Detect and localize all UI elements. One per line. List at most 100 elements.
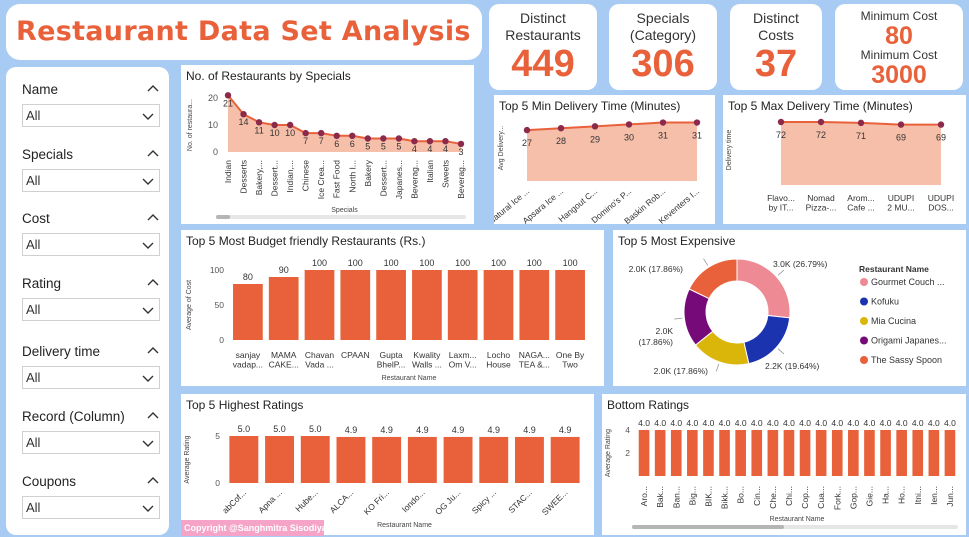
y-axis-title: No. of restaura... <box>187 99 194 151</box>
data-label: 28 <box>556 136 566 146</box>
chevron-down-icon[interactable] <box>141 305 155 315</box>
data-label: 11 <box>254 125 263 135</box>
filter-specials[interactable]: Specials All <box>22 145 160 192</box>
bar <box>864 430 875 476</box>
filter-rating[interactable]: Rating All <box>22 274 160 321</box>
data-point <box>255 119 263 126</box>
data-point <box>411 138 418 145</box>
data-point <box>625 121 633 128</box>
chart-title: Top 5 Most Expensive <box>618 234 736 248</box>
bar <box>735 430 746 476</box>
filter-delivery-time[interactable]: Delivery time All <box>22 342 160 389</box>
legend-marker <box>860 336 868 345</box>
kpi-specials: Specials (Category) 306 <box>609 4 717 90</box>
chart-title: Top 5 Highest Ratings <box>186 398 304 412</box>
chevron-up-icon[interactable] <box>146 411 160 421</box>
data-label: 10 <box>285 128 295 138</box>
x-tick-label: Gie... <box>864 486 874 506</box>
x-tick-label: Jun... <box>945 486 955 507</box>
x-tick-label: Fast Food <box>332 160 342 199</box>
filter-cost[interactable]: Cost All <box>22 209 160 256</box>
y-tick-label: 0 <box>219 335 224 345</box>
chevron-up-icon[interactable] <box>146 346 160 356</box>
legend-marker <box>860 297 868 306</box>
data-label: 3 <box>458 147 463 157</box>
filter-header[interactable]: Rating <box>22 274 160 292</box>
y-tick-label: 50 <box>215 300 225 310</box>
filter-dropdown[interactable]: All <box>22 496 160 519</box>
x-tick-label: Ban... <box>671 486 681 508</box>
kpi-label: Distinct Restaurants <box>505 10 581 43</box>
filter-coupons[interactable]: Coupons All <box>22 472 160 519</box>
area-fill <box>527 122 697 181</box>
x-tick-label: londo... <box>400 487 427 514</box>
x-tick-label: North I... <box>347 160 357 193</box>
filter-name[interactable]: Name All <box>22 80 160 127</box>
filter-header[interactable]: Cost <box>22 209 160 227</box>
filter-dropdown[interactable]: All <box>22 431 160 454</box>
x-tick-label: Aro... <box>639 486 649 506</box>
x-tick-label: One By Two <box>556 350 585 370</box>
bar <box>799 430 811 476</box>
chevron-up-icon[interactable] <box>146 213 160 223</box>
leader-line <box>674 317 683 320</box>
chevron-up-icon[interactable] <box>146 149 160 159</box>
data-point <box>523 126 531 134</box>
bar <box>687 430 698 476</box>
data-label: 5.0 <box>273 424 286 434</box>
filter-dropdown[interactable]: All <box>22 233 160 256</box>
data-point <box>659 119 667 126</box>
x-axis-title: Specials <box>331 207 358 214</box>
filter-header[interactable]: Delivery time <box>22 342 160 360</box>
x-tick-label: NAGA... TEA &... <box>519 350 550 370</box>
data-label: 100 <box>419 258 434 268</box>
bar <box>336 436 366 483</box>
x-tick-label: Cop... <box>800 486 810 509</box>
x-tick-label: Indian <box>223 160 233 183</box>
filter-dropdown[interactable]: All <box>22 169 160 192</box>
data-label: 4 <box>443 144 448 154</box>
chevron-up-icon[interactable] <box>146 278 160 288</box>
data-label: 4 <box>412 144 417 154</box>
chevron-up-icon[interactable] <box>146 84 160 94</box>
chevron-down-icon[interactable] <box>141 503 155 513</box>
data-label: 100 <box>563 258 578 268</box>
data-point <box>777 118 785 126</box>
leader-line <box>715 363 720 372</box>
x-tick-label: Gupta BhelP... <box>377 350 406 370</box>
x-tick-label: Big... <box>687 486 697 505</box>
filter-header[interactable]: Coupons <box>22 472 160 490</box>
data-point <box>591 123 599 130</box>
kpi-min-cost-label: Minimum Cost <box>860 9 938 23</box>
filter-header[interactable]: Name <box>22 80 160 98</box>
min-delivery-panel: Top 5 Min Delivery Time (Minutes) 27 28 29… <box>494 95 715 224</box>
filter-dropdown[interactable]: All <box>22 366 160 389</box>
x-tick-label: Fork... <box>832 486 842 510</box>
filter-record-column[interactable]: Record (Column) All <box>22 407 160 454</box>
filter-label: Delivery time <box>22 343 101 359</box>
chevron-down-icon[interactable] <box>141 240 155 250</box>
filter-header[interactable]: Specials <box>22 145 160 163</box>
data-label: 4.0 <box>896 418 908 428</box>
bar <box>443 436 473 483</box>
slice-label: 2.0K (17.86%) <box>654 366 709 376</box>
chevron-down-icon[interactable] <box>141 176 155 186</box>
x-tick-label: Dessert... <box>270 160 280 196</box>
filter-dropdown[interactable]: All <box>22 104 160 127</box>
filter-value: All <box>26 237 41 252</box>
data-label: 100 <box>455 258 470 268</box>
data-label: 6 <box>334 139 339 149</box>
slice-label: 3.0K (26.79%) <box>773 259 828 269</box>
filter-header[interactable]: Record (Column) <box>22 407 160 425</box>
chevron-down-icon[interactable] <box>141 373 155 383</box>
bar <box>670 430 682 476</box>
chevron-down-icon[interactable] <box>141 438 155 448</box>
data-label: 7 <box>303 136 308 146</box>
chevron-up-icon[interactable] <box>146 476 160 486</box>
filter-dropdown[interactable]: All <box>22 298 160 321</box>
chevron-down-icon[interactable] <box>141 111 155 121</box>
data-label: 4.0 <box>783 418 795 428</box>
kpi-label: Distinct Costs <box>753 10 799 43</box>
x-tick-label: Cin... <box>752 486 762 506</box>
